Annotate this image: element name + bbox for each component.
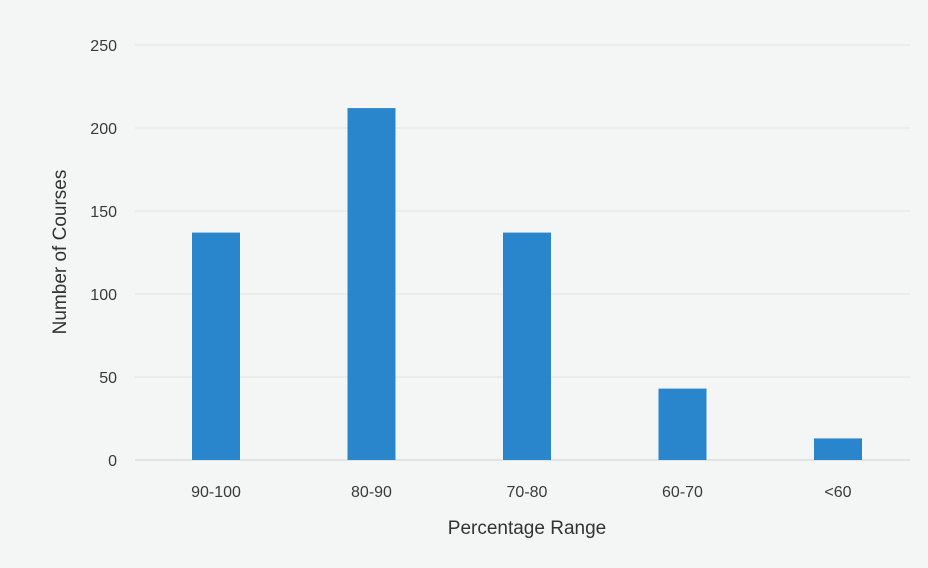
y-axis-ticks: 0 50 100 150 200 250 bbox=[90, 38, 117, 470]
y-tick-label: 250 bbox=[90, 38, 117, 55]
x-tick-label: <60 bbox=[824, 484, 851, 501]
x-tick-label: 70-80 bbox=[507, 484, 548, 501]
bar-0 bbox=[192, 232, 240, 460]
bar-3 bbox=[658, 388, 707, 460]
x-tick-label: 80-90 bbox=[351, 484, 392, 501]
bars bbox=[192, 108, 862, 460]
bar-2 bbox=[503, 232, 551, 460]
x-tick-label: 60-70 bbox=[662, 484, 703, 501]
y-tick-label: 50 bbox=[99, 370, 117, 387]
y-tick-label: 100 bbox=[90, 287, 117, 304]
x-axis-title: Percentage Range bbox=[448, 518, 606, 539]
y-tick-label: 0 bbox=[108, 453, 117, 470]
y-axis-title: Number of Courses bbox=[50, 170, 71, 335]
y-tick-label: 150 bbox=[90, 204, 117, 221]
x-tick-label: 90-100 bbox=[191, 484, 241, 501]
y-tick-label: 200 bbox=[90, 121, 117, 138]
bar-4 bbox=[814, 438, 862, 460]
bar-1 bbox=[347, 108, 396, 460]
x-axis-ticks: 90-100 80-90 70-80 60-70 <60 bbox=[191, 484, 852, 501]
